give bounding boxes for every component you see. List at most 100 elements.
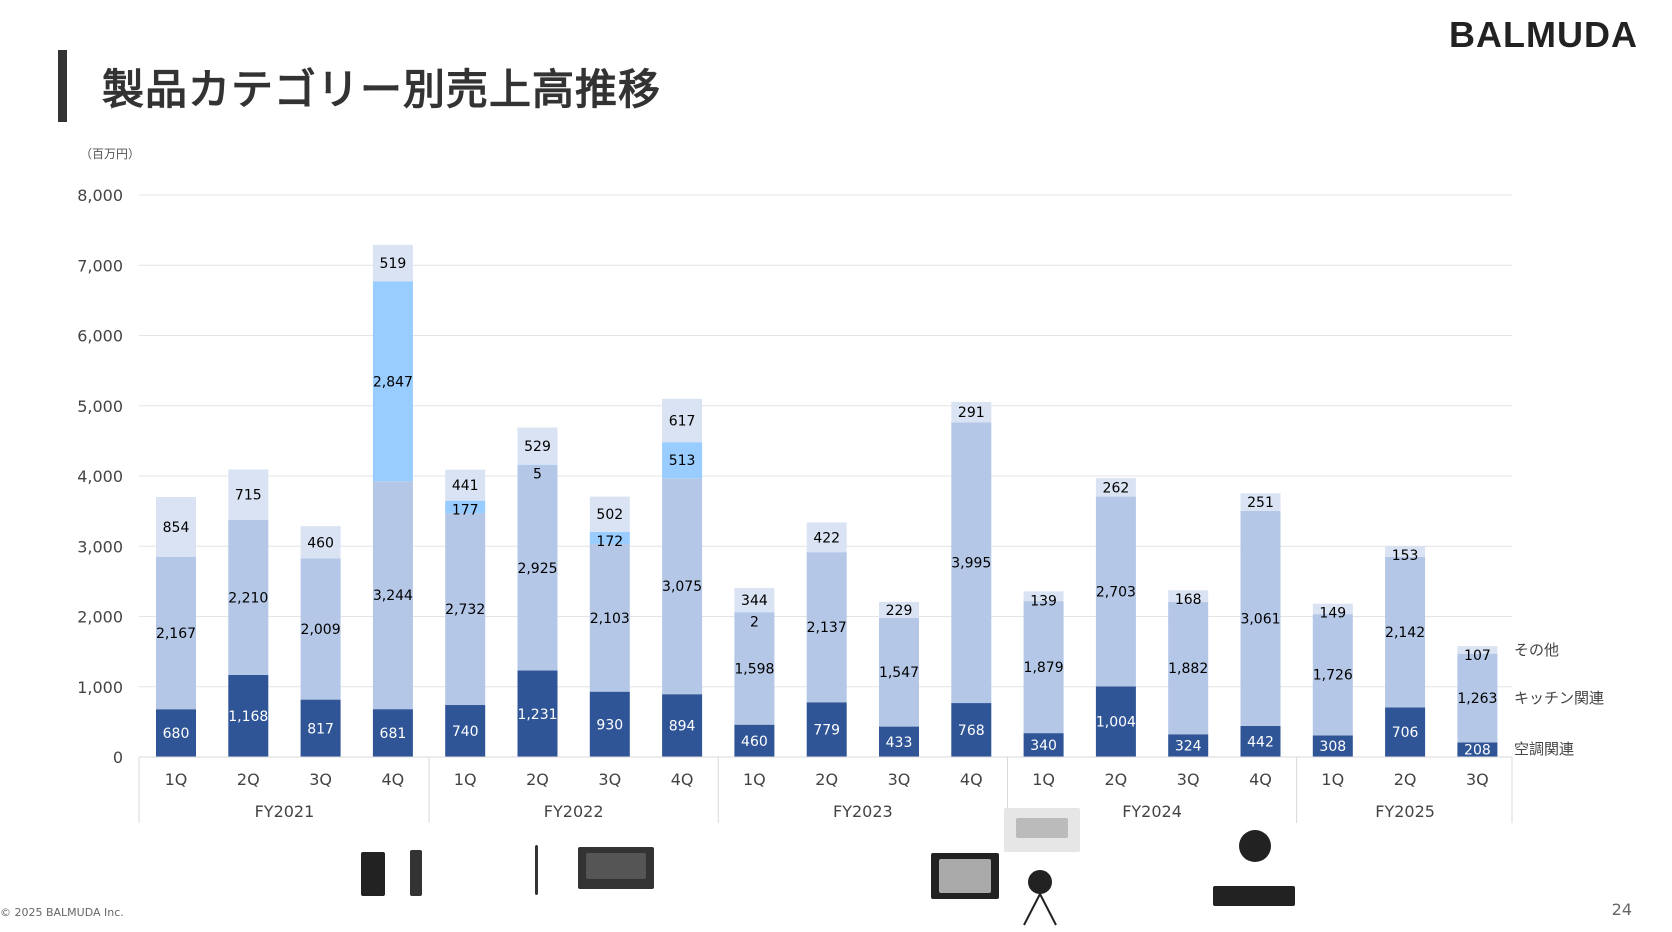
data-label: 2,137 (807, 620, 847, 636)
bar-segment (1095, 686, 1136, 757)
data-label: 3,075 (662, 579, 702, 595)
y-tick-label: 2,000 (77, 608, 123, 627)
data-label: 817 (307, 721, 334, 737)
data-label: 324 (1175, 739, 1202, 755)
bar-segment (156, 556, 196, 710)
data-label: 740 (452, 724, 479, 740)
product-image (1023, 893, 1041, 926)
x-tick-label: 3Q (888, 770, 911, 789)
bar-segment (445, 513, 486, 706)
product-image (1016, 818, 1068, 838)
data-label: 177 (452, 503, 479, 519)
bar-segment (228, 519, 269, 675)
data-label: 107 (1464, 648, 1491, 664)
data-label: 1,726 (1313, 668, 1353, 684)
bar-segment (1168, 602, 1209, 735)
bar-segment (806, 702, 847, 757)
x-tick-label: 3Q (1466, 770, 1489, 789)
y-tick-label: 5,000 (77, 397, 123, 416)
bar-segment (1457, 742, 1498, 757)
bar-segment (228, 469, 269, 520)
x-tick-label: 2Q (1105, 770, 1128, 789)
x-tick-label: 4Q (960, 770, 983, 789)
bar-segment (879, 726, 919, 757)
data-label: 894 (669, 719, 696, 735)
bar-segment (1023, 733, 1064, 757)
data-label: 5 (533, 467, 542, 483)
bar-segment (1385, 707, 1426, 757)
product-image (361, 852, 385, 896)
bar-segment (1168, 590, 1209, 603)
balmuda-logo: BALMUDA (1449, 14, 1638, 55)
data-label: 172 (596, 534, 623, 550)
bar-segment (372, 244, 413, 282)
y-tick-label: 0 (113, 748, 123, 767)
x-tick-label: 4Q (671, 770, 694, 789)
bar-segment (734, 612, 775, 725)
group-label: FY2022 (544, 802, 604, 821)
bar-segment (1385, 556, 1426, 708)
data-label: 2,210 (228, 590, 268, 606)
bar-segment (1095, 496, 1136, 687)
bar-segment (445, 705, 486, 757)
data-label: 706 (1392, 725, 1419, 741)
y-tick-label: 1,000 (77, 678, 123, 697)
bar-segment (1385, 546, 1426, 557)
bar-segment (445, 500, 486, 514)
data-label: 1,879 (1024, 660, 1064, 676)
data-label: 680 (163, 726, 190, 742)
page-number: 24 (1611, 900, 1632, 919)
group-label: FY2023 (833, 802, 893, 821)
bar-segment (156, 709, 196, 757)
bar-segment (1168, 734, 1209, 757)
y-tick-label: 4,000 (77, 467, 123, 486)
bar-segment (300, 699, 341, 757)
data-label: 681 (380, 726, 407, 742)
data-label: 2,009 (301, 622, 341, 638)
bar-segment (879, 617, 919, 727)
x-tick-label: 4Q (1249, 770, 1272, 789)
bar-segment (517, 465, 558, 671)
copyright: © 2025 BALMUDA Inc. (0, 906, 124, 919)
x-tick-label: 3Q (309, 770, 332, 789)
x-tick-label: 1Q (454, 770, 477, 789)
bar-segment (589, 531, 630, 544)
data-label: 344 (741, 593, 768, 609)
data-label: 340 (1030, 738, 1057, 754)
x-tick-label: 1Q (1321, 770, 1344, 789)
data-label: 2,732 (445, 602, 485, 618)
bar-segment (228, 674, 269, 757)
data-label: 854 (163, 520, 190, 536)
bar-segment (1095, 478, 1136, 497)
x-tick-label: 1Q (743, 770, 766, 789)
data-label: 441 (452, 478, 479, 494)
data-label: 715 (235, 488, 262, 504)
data-label: 2,925 (517, 561, 557, 577)
data-label: 1,004 (1096, 715, 1136, 731)
bar-segment (951, 401, 992, 423)
data-label: 519 (380, 256, 407, 272)
x-tick-label: 2Q (237, 770, 260, 789)
page-title: 製品カテゴリー別売上高推移 (102, 65, 662, 114)
data-label: 617 (669, 413, 696, 429)
data-label: 3,995 (951, 556, 991, 572)
product-image (410, 850, 422, 896)
bar-segment (445, 469, 486, 501)
bar-segment (1240, 725, 1281, 757)
bar-segment (1312, 614, 1353, 736)
data-label: 2,103 (590, 611, 630, 627)
data-label: 1,263 (1457, 691, 1497, 707)
x-tick-label: 1Q (1032, 770, 1055, 789)
group-label: FY2024 (1122, 802, 1182, 821)
x-tick-label: 2Q (526, 770, 549, 789)
data-label: 262 (1103, 480, 1130, 496)
bar-segment (300, 558, 341, 700)
bar-segment (662, 478, 703, 695)
product-image (1239, 830, 1271, 862)
bar-segment (734, 612, 775, 613)
x-tick-label: 4Q (382, 770, 405, 789)
product-image (1028, 870, 1052, 894)
data-label: 149 (1319, 606, 1346, 622)
data-label: 208 (1464, 743, 1491, 759)
data-label: 2 (750, 614, 759, 630)
